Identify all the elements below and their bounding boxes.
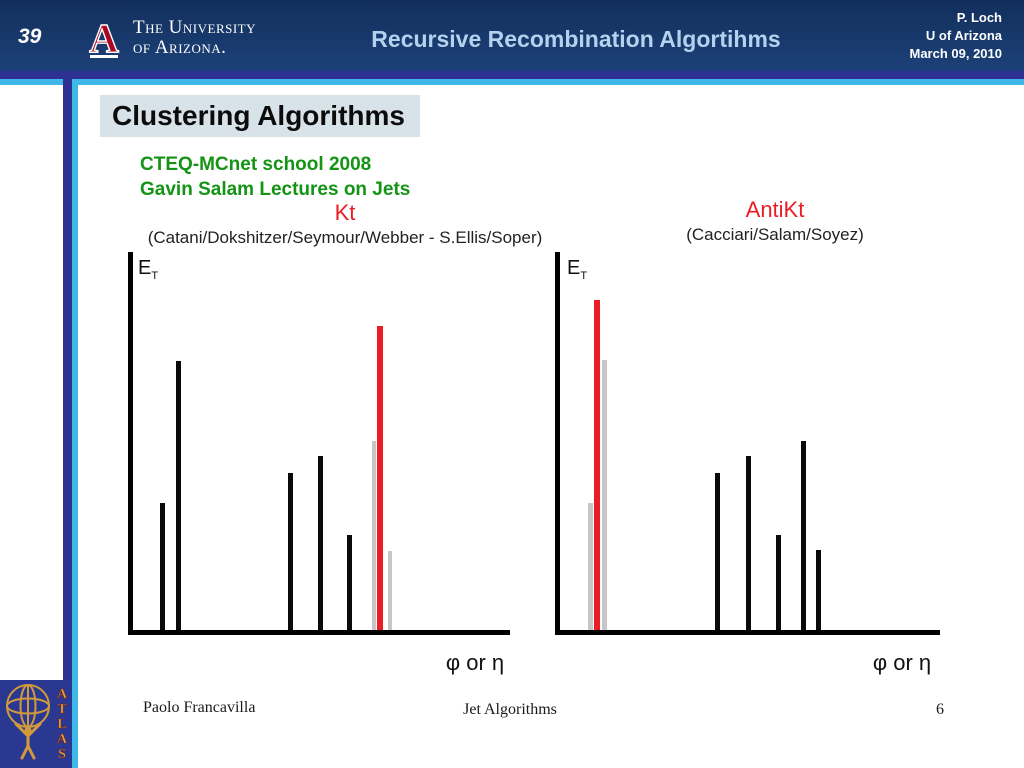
presenter-affiliation: U of Arizona bbox=[925, 28, 1002, 43]
antikt-chart-title: AntiKt bbox=[745, 197, 805, 222]
university-logo: A The University of Arizona. bbox=[84, 15, 256, 61]
university-name: The University of Arizona. bbox=[133, 18, 256, 58]
svg-text:L: L bbox=[57, 717, 66, 732]
vertical-lightblue-stripe bbox=[72, 85, 78, 768]
svg-text:A: A bbox=[89, 15, 119, 61]
section-heading: Clustering Algorithms bbox=[100, 95, 420, 137]
credit-line-2: Gavin Salam Lectures on Jets bbox=[140, 179, 411, 200]
spike-bar bbox=[594, 300, 600, 630]
footer-page-number: 6 bbox=[936, 701, 944, 718]
spike-bar bbox=[388, 551, 392, 630]
spike-bar bbox=[602, 360, 607, 630]
vertical-purple-stripe bbox=[63, 79, 72, 768]
slide-title: Recursive Recombination Algortihms bbox=[371, 26, 781, 52]
slide-number: 39 bbox=[18, 25, 42, 48]
spike-bar bbox=[377, 326, 383, 630]
antikt-yaxis-label: ET bbox=[567, 257, 588, 282]
arizona-a-icon: A bbox=[88, 15, 119, 61]
presenter-name: P. Loch bbox=[956, 10, 1002, 25]
kt-xaxis-label: φ or η bbox=[445, 650, 505, 675]
spike-bar bbox=[746, 456, 751, 630]
footer-title: Jet Algorithms bbox=[463, 701, 557, 718]
svg-text:S: S bbox=[58, 747, 66, 762]
spike-bar bbox=[588, 503, 593, 630]
kt-spike-plot: ET bbox=[128, 252, 510, 635]
horizontal-purple-stripe bbox=[0, 71, 1024, 79]
presentation-date: March 09, 2010 bbox=[909, 46, 1002, 61]
svg-text:T: T bbox=[57, 702, 67, 717]
spike-bar bbox=[160, 503, 165, 630]
atlas-logo: A T L A S bbox=[0, 680, 72, 768]
spike-bar bbox=[176, 361, 181, 630]
footer-author: Paolo Francavilla bbox=[143, 699, 256, 716]
svg-text:A: A bbox=[57, 687, 68, 702]
antikt-spike-plot: ET bbox=[555, 252, 940, 635]
kt-yaxis-label: ET bbox=[138, 257, 159, 282]
atlas-figure-icon: A T L A S bbox=[6, 684, 68, 762]
svg-text:A: A bbox=[57, 732, 68, 747]
presenter-info: P. Loch U of Arizona March 09, 2010 bbox=[909, 9, 1002, 63]
spike-bar bbox=[816, 550, 821, 630]
spike-bar bbox=[318, 456, 323, 630]
spike-bar bbox=[801, 441, 806, 630]
spike-bar bbox=[372, 441, 376, 630]
kt-chart-subtitle: (Catani/Dokshitzer/Seymour/Webber - S.El… bbox=[147, 228, 543, 247]
spike-bar bbox=[776, 535, 781, 630]
spike-bar bbox=[347, 535, 352, 630]
antikt-xaxis-label: φ or η bbox=[872, 650, 932, 675]
credit-lines: CTEQ-MCnet school 2008 Gavin Salam Lectu… bbox=[140, 152, 410, 202]
antikt-chart-subtitle: (Cacciari/Salam/Soyez) bbox=[686, 225, 864, 244]
kt-chart-title: Kt bbox=[334, 200, 356, 225]
spike-bar bbox=[715, 473, 720, 630]
kt-chart-header: Kt (Catani/Dokshitzer/Seymour/Webber - S… bbox=[135, 200, 555, 249]
university-name-line2: of Arizona. bbox=[133, 37, 227, 58]
spike-bar bbox=[288, 473, 293, 630]
header-bar: 39 A The University of Arizona. Recursiv… bbox=[0, 0, 1024, 71]
university-name-line1: The University bbox=[133, 17, 257, 38]
antikt-chart-header: AntiKt (Cacciari/Salam/Soyez) bbox=[605, 197, 945, 246]
horizontal-lightblue-stripe bbox=[0, 79, 1024, 85]
credit-line-1: CTEQ-MCnet school 2008 bbox=[140, 154, 372, 175]
